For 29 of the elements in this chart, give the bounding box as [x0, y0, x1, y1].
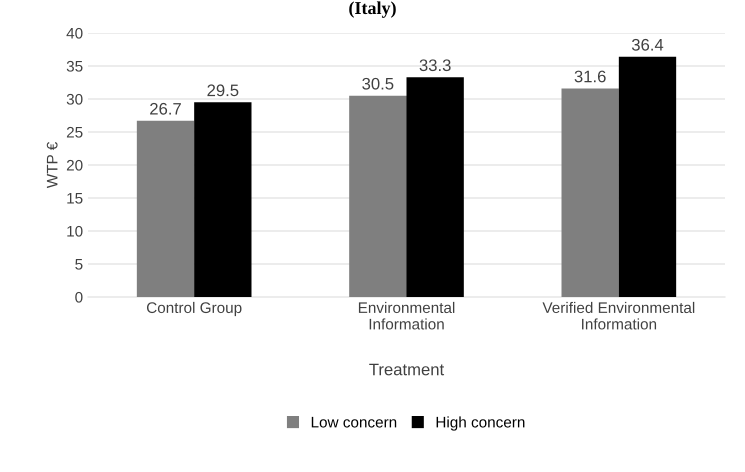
- chart-title: (Italy): [349, 1, 396, 18]
- y-tick-label: 10: [67, 226, 83, 237]
- y-tick-label: 15: [67, 193, 82, 204]
- data-label: 26.7: [150, 102, 181, 115]
- data-label: 33.3: [420, 59, 451, 72]
- y-tick-label: 20: [66, 160, 83, 171]
- data-label: 36.4: [632, 38, 664, 51]
- y-tick-label: 40: [66, 28, 83, 39]
- bar: [136, 120, 194, 297]
- x-tick-label: Control Group: [146, 302, 242, 316]
- y-tick-label: 5: [75, 259, 82, 270]
- x-tick-label: Environmental Information: [358, 302, 454, 330]
- legend-label: High concern: [436, 416, 524, 431]
- y-tick-label: 0: [75, 292, 83, 303]
- bar: [349, 96, 406, 297]
- data-label: 31.6: [574, 70, 606, 82]
- y-tick-label: 25: [66, 126, 82, 138]
- y-axis-title: WTP €: [46, 142, 58, 188]
- data-label: 30.5: [362, 78, 394, 90]
- x-tick-label: Verified Environmental Information: [542, 302, 694, 330]
- bar: [562, 88, 619, 297]
- data-label: 29.5: [207, 84, 238, 96]
- x-axis-title: Treatment: [369, 364, 444, 376]
- y-tick-label: 35: [66, 60, 82, 72]
- bar: [618, 56, 676, 297]
- y-tick-label: 30: [66, 94, 83, 105]
- bar: [406, 77, 464, 297]
- bar: [194, 102, 252, 297]
- legend-label: Low concern: [312, 416, 396, 428]
